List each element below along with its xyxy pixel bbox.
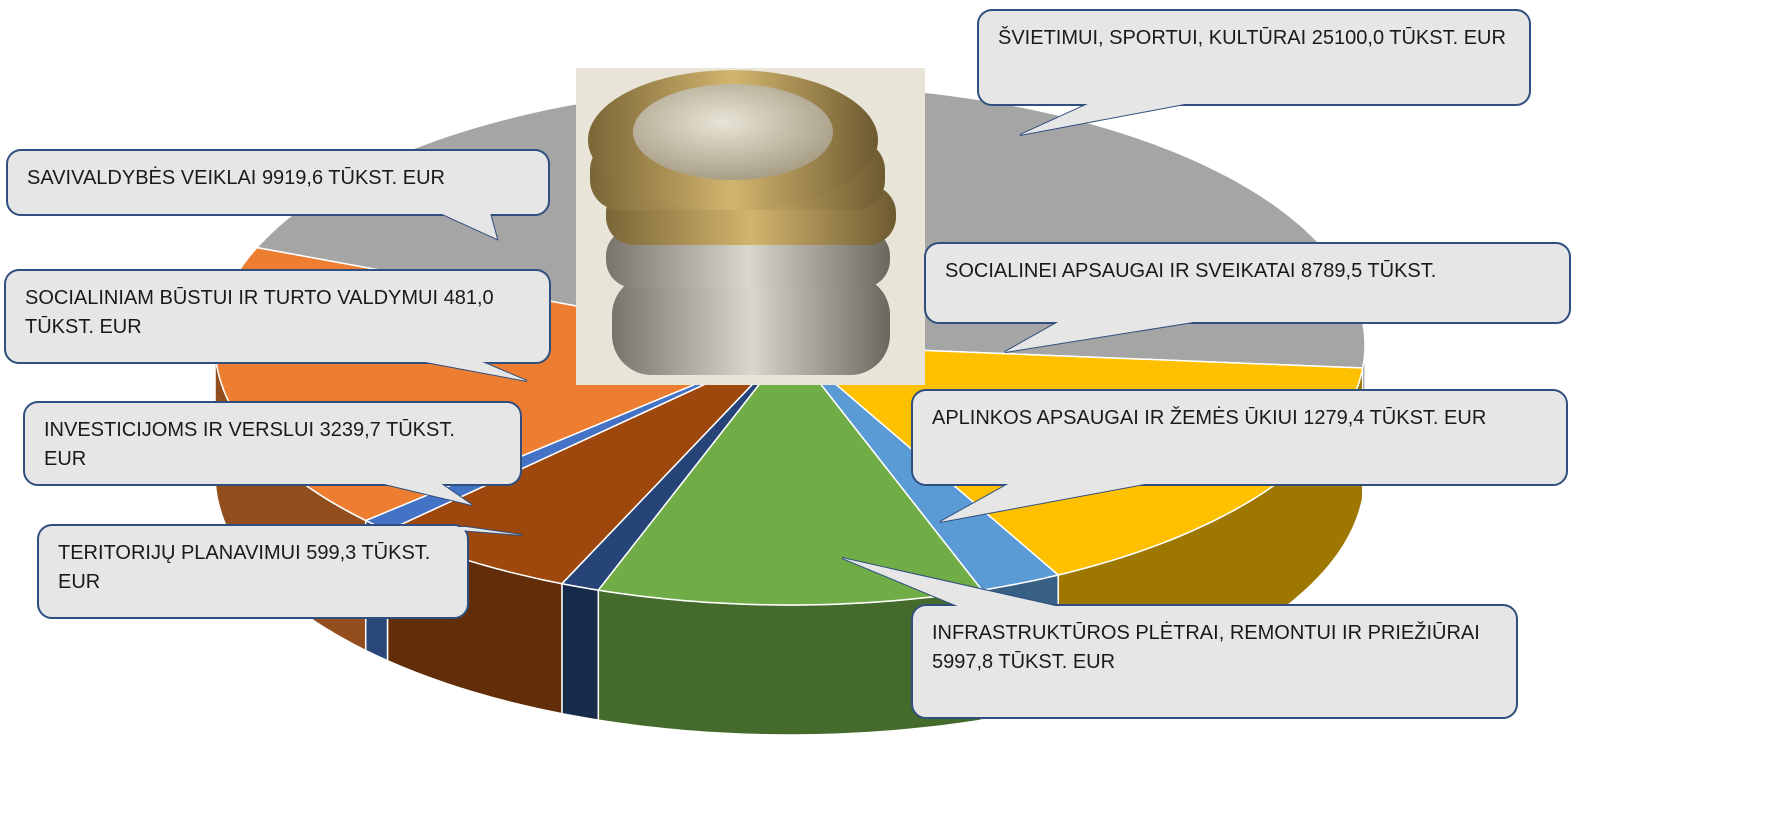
callouts	[4, 9, 1571, 719]
callout-label: INFRASTRUKTŪROS PLĖTRAI, REMONTUI IR PRI…	[912, 605, 1517, 718]
value-label: 8789,5 TŪKST.	[1301, 260, 1437, 282]
pie-slice	[596, 343, 984, 606]
value-label: 5997,8 TŪKST. EUR	[932, 651, 1116, 673]
category-label: SOCIALINEI APSAUGAI IR SVEIKATAI	[945, 260, 1296, 282]
callout-box	[37, 524, 469, 619]
callout-label: ŠVIETIMUI, SPORTUI, KULTŪRAI 25100,0 TŪK…	[978, 10, 1530, 105]
callout-box	[6, 149, 550, 216]
coin	[612, 275, 890, 375]
callout-pointer-fill	[420, 527, 522, 535]
callout-label: SOCIALINIAM BŪSTUI IR TURTO VALDYMUI 481…	[5, 270, 550, 363]
callout-label: TERITORIJŲ PLANAVIMUI 599,3 TŪKST. EUR	[38, 525, 468, 618]
callout-pointer-fill	[380, 483, 472, 505]
category-label: SAVIVALDYBĖS VEIKLAI	[27, 167, 257, 189]
callout-box	[23, 401, 522, 486]
category-label: SOCIALINIAM BŪSTUI IR TURTO VALDYMUI	[25, 287, 439, 309]
category-label: INFRASTRUKTŪROS PLĖTRAI, REMONTUI IR PRI…	[932, 622, 1480, 644]
callout-label: SOCIALINEI APSAUGAI IR SVEIKATAI 8789,5 …	[925, 243, 1570, 323]
callout-pointer-fill	[1005, 321, 1200, 352]
category-label: TERITORIJŲ PLANAVIMUI	[58, 542, 301, 564]
callout-box	[924, 242, 1571, 324]
callout-label: INVESTICIJOMS IR VERSLUI 3239,7 TŪKST. E…	[24, 402, 521, 485]
value-label: 481,0 TŪKST. EUR	[25, 287, 494, 338]
callout-pointer-fill	[842, 558, 1060, 607]
callout-label: SAVIVALDYBĖS VEIKLAI 9919,6 TŪKST. EUR	[7, 150, 549, 215]
value-label: 3239,7 TŪKST. EUR	[44, 419, 455, 470]
callout-box	[911, 389, 1568, 486]
callout-box	[911, 604, 1518, 719]
callout-pointer-fill	[1020, 103, 1190, 135]
value-label: 9919,6 TŪKST. EUR	[261, 167, 445, 189]
callout-pointer-fill	[940, 483, 1150, 522]
callout-label: APLINKOS APSAUGAI IR ŽEMĖS ŪKIUI 1279,4 …	[912, 390, 1567, 485]
category-label: ŠVIETIMUI, SPORTUI, KULTŪRAI	[998, 27, 1307, 49]
pie-slice-side	[561, 582, 600, 721]
category-label: INVESTICIJOMS IR VERSLUI	[44, 419, 315, 441]
callout-pointer-fill	[420, 361, 527, 381]
callout-box	[977, 9, 1531, 106]
coin-photo	[576, 68, 925, 385]
coin-face	[633, 84, 833, 180]
category-label: APLINKOS APSAUGAI IR ŽEMĖS ŪKIUI	[932, 407, 1298, 429]
value-label: 599,3 TŪKST. EUR	[58, 542, 431, 593]
callout-box	[4, 269, 551, 364]
callout-pointer-fill	[440, 213, 497, 239]
value-label: 1279,4 TŪKST. EUR	[1303, 407, 1487, 429]
value-label: 25100,0 TŪKST. EUR	[1311, 27, 1506, 49]
